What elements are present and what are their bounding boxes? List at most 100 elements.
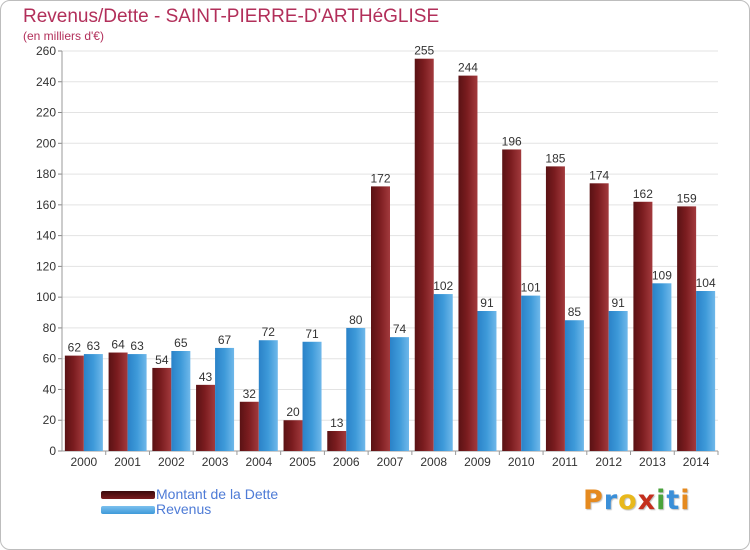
data-label-revenus: 101: [521, 281, 541, 295]
x-tick-label: 2004: [245, 455, 272, 469]
bar-dette: [633, 201, 653, 451]
y-tick-label: 220: [36, 106, 56, 120]
data-label-dette: 172: [370, 171, 390, 185]
data-label-dette: 64: [111, 338, 125, 352]
bar-revenus: [171, 351, 191, 451]
data-label-dette: 159: [677, 191, 697, 205]
bar-dette: [196, 384, 216, 451]
data-label-dette: 32: [243, 387, 257, 401]
bar-revenus: [564, 320, 584, 451]
bar-dette: [371, 186, 390, 451]
bar-dette: [545, 166, 565, 451]
bar-revenus: [258, 340, 278, 451]
bar-revenus: [433, 294, 453, 451]
x-tick-label: 2005: [289, 455, 316, 469]
proxiti-logo: Proxiti: [583, 485, 691, 516]
data-label-revenus: 85: [568, 305, 582, 319]
data-label-revenus: 91: [480, 296, 494, 310]
logo-letter: r: [603, 485, 619, 516]
bar-revenus: [302, 341, 322, 451]
bar-dette: [108, 352, 128, 451]
x-tick-label: 2012: [595, 455, 622, 469]
data-label-revenus: 109: [652, 268, 672, 282]
bar-revenus: [83, 354, 103, 451]
bar-dette: [327, 431, 347, 451]
x-tick-label: 2014: [683, 455, 710, 469]
chart-subtitle: (en milliers d'€): [23, 29, 104, 43]
y-tick-label: 200: [36, 136, 56, 150]
legend-label-dette: Montant de la Dette: [156, 486, 279, 502]
x-tick-label: 2007: [377, 455, 404, 469]
data-label-revenus: 74: [393, 322, 407, 336]
x-tick-label: 2010: [508, 455, 535, 469]
legend-label-revenus: Revenus: [156, 501, 212, 517]
y-tick-label: 260: [36, 44, 56, 58]
x-tick-label: 2000: [71, 455, 98, 469]
bar-revenus: [390, 337, 409, 451]
y-tick-label: 120: [36, 259, 56, 273]
data-label-revenus: 80: [349, 313, 363, 327]
data-label-revenus: 72: [262, 325, 276, 339]
data-label-dette: 13: [330, 416, 344, 430]
y-tick-label: 240: [36, 75, 56, 89]
bar-dette: [458, 75, 478, 451]
y-tick-label: 140: [36, 229, 56, 243]
data-label-dette: 20: [286, 405, 300, 419]
bar-dette: [152, 367, 172, 451]
data-label-revenus: 65: [174, 336, 188, 350]
y-tick-label: 80: [43, 321, 57, 335]
bar-revenus: [346, 327, 366, 451]
y-tick-label: 60: [43, 352, 57, 366]
bar-revenus: [652, 283, 672, 451]
logo-letter: i: [656, 485, 667, 516]
bar-revenus: [696, 291, 716, 451]
bar-revenus: [127, 354, 147, 451]
legend-swatch-dette: [101, 491, 155, 499]
data-label-dette: 174: [589, 168, 609, 182]
bar-revenus: [215, 347, 235, 451]
data-label-dette: 162: [633, 187, 653, 201]
logo-letter: x: [637, 485, 657, 516]
chart-title: Revenus/Dette - SAINT-PIERRE-D'ARTHéGLIS…: [23, 6, 440, 27]
y-tick-label: 20: [43, 413, 57, 427]
x-tick-label: 2006: [333, 455, 360, 469]
data-label-revenus: 104: [696, 276, 716, 290]
data-label-dette: 43: [199, 370, 213, 384]
x-tick-label: 2003: [202, 455, 229, 469]
y-tick-label: 0: [49, 444, 56, 458]
data-label-dette: 244: [458, 61, 478, 75]
bar-dette: [677, 206, 697, 451]
y-tick-label: 40: [43, 382, 57, 396]
data-label-dette: 62: [68, 341, 82, 355]
y-tick-label: 160: [36, 198, 56, 212]
data-label-revenus: 63: [130, 339, 144, 353]
data-label-revenus: 102: [433, 279, 453, 293]
logo-letter: P: [583, 485, 604, 516]
bar-revenus: [608, 311, 628, 451]
bar-dette: [239, 401, 259, 451]
logo-letter: i: [680, 485, 691, 516]
data-label-revenus: 71: [305, 327, 319, 341]
data-label-dette: 54: [155, 353, 169, 367]
x-tick-label: 2011: [552, 455, 578, 469]
y-tick-label: 180: [36, 167, 56, 181]
data-label-dette: 196: [502, 134, 522, 148]
bar-dette: [283, 420, 303, 451]
bar-revenus: [477, 311, 497, 451]
data-label-dette: 255: [414, 44, 434, 58]
data-label-revenus: 67: [218, 333, 232, 347]
logo-letter: t: [666, 485, 681, 516]
x-tick-label: 2009: [464, 455, 491, 469]
logo-letter: o: [618, 485, 638, 516]
bar-dette: [502, 149, 522, 451]
legend-swatch-revenus: [101, 506, 155, 514]
bar-dette: [414, 58, 434, 451]
data-label-revenus: 63: [87, 339, 101, 353]
data-label-revenus: 91: [611, 296, 625, 310]
x-tick-label: 2008: [420, 455, 447, 469]
bar-dette: [64, 355, 84, 451]
x-tick-label: 2002: [158, 455, 185, 469]
bar-dette: [589, 183, 609, 452]
